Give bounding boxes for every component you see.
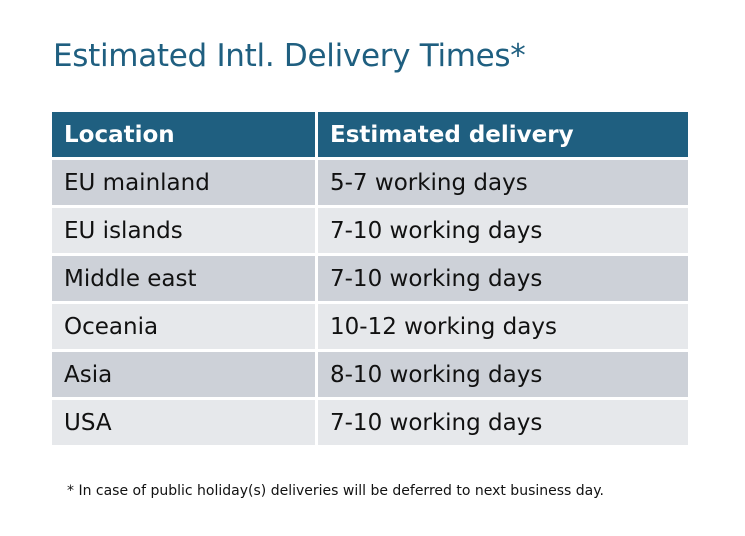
footnote: * In case of public holiday(s) deliverie… xyxy=(67,483,604,499)
page-title: Estimated Intl. Delivery Times* xyxy=(53,38,526,74)
location-cell: Oceania xyxy=(52,304,315,349)
delivery-cell: 7-10 working days xyxy=(318,208,688,253)
delivery-table: Location Estimated delivery EU mainland 5… xyxy=(49,109,691,448)
header-estimated-delivery: Estimated delivery xyxy=(318,112,688,157)
location-cell: Middle east xyxy=(52,256,315,301)
location-cell: EU islands xyxy=(52,208,315,253)
table-row: EU islands 7-10 working days xyxy=(52,208,688,253)
location-cell: USA xyxy=(52,400,315,445)
delivery-cell: 10-12 working days xyxy=(318,304,688,349)
delivery-cell: 7-10 working days xyxy=(318,400,688,445)
header-location: Location xyxy=(52,112,315,157)
table-row: Middle east 7-10 working days xyxy=(52,256,688,301)
delivery-cell: 7-10 working days xyxy=(318,256,688,301)
location-cell: Asia xyxy=(52,352,315,397)
table-row: Oceania 10-12 working days xyxy=(52,304,688,349)
location-cell: EU mainland xyxy=(52,160,315,205)
table-row: USA 7-10 working days xyxy=(52,400,688,445)
table-header: Location Estimated delivery xyxy=(52,112,688,157)
table-row: Asia 8-10 working days xyxy=(52,352,688,397)
delivery-cell: 8-10 working days xyxy=(318,352,688,397)
delivery-cell: 5-7 working days xyxy=(318,160,688,205)
table-row: EU mainland 5-7 working days xyxy=(52,160,688,205)
